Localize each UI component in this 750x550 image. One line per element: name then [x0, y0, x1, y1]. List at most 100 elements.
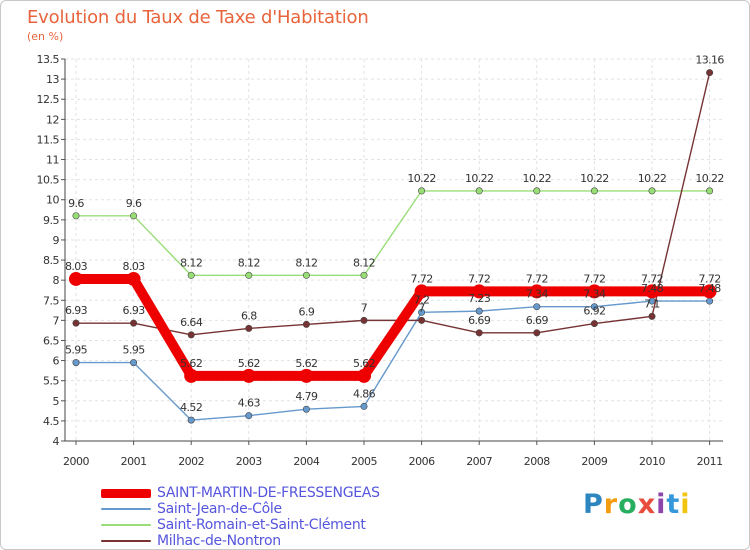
legend-item: SAINT-MARTIN-DE-FRESSENGEAS: [101, 485, 380, 501]
data-point: [241, 368, 256, 383]
data-label: 7.72: [411, 272, 433, 285]
data-point: [475, 307, 483, 315]
x-tick-label: 2001: [121, 455, 147, 468]
data-point: [590, 303, 598, 311]
data-point: [72, 319, 80, 327]
data-point: [529, 284, 544, 299]
legend-swatch: [101, 488, 151, 498]
legend-label: Saint-Jean-de-Côle: [157, 501, 282, 517]
data-label: 5.62: [353, 357, 375, 370]
data-point: [533, 187, 541, 195]
data-label: 5.62: [238, 357, 260, 370]
y-tick-label: 13: [46, 73, 59, 86]
x-tick-label: 2003: [236, 455, 262, 468]
series-line: [75, 300, 711, 421]
data-point: [299, 368, 314, 383]
data-point: [533, 303, 541, 311]
logo-letter: i: [680, 489, 691, 520]
data-label: 4.86: [353, 387, 376, 400]
data-point: [130, 359, 138, 367]
data-label: 6.9: [299, 305, 315, 318]
data-point: [72, 359, 80, 367]
data-point: [590, 320, 598, 328]
data-point: [648, 187, 656, 195]
data-label: 8.12: [353, 256, 375, 269]
data-point: [126, 271, 141, 286]
y-tick-label: 10.5: [37, 174, 60, 187]
data-point: [702, 284, 717, 299]
data-point: [187, 416, 195, 424]
y-tick-label: 6.5: [43, 334, 59, 347]
logo-letter: t: [666, 489, 681, 520]
data-point: [418, 316, 426, 324]
data-label: 10.22: [523, 172, 552, 185]
axes: 4 4.5 5 5.5 6 6.5 7 7.5 8 8.5 9 9.5 10 10.5 11 11.5 12 12…: [37, 53, 724, 468]
data-label: 7.72: [468, 272, 490, 285]
data-label: 7: [361, 301, 368, 314]
data-point: [130, 212, 138, 220]
y-tick-label: 10: [46, 194, 59, 207]
y-tick-label: 9: [53, 234, 60, 247]
data-point: [357, 368, 371, 383]
data-label: 7.72: [699, 272, 721, 285]
y-tick-label: 9.5: [43, 214, 59, 227]
logo-letter: o: [618, 489, 638, 520]
data-point: [645, 284, 659, 299]
chart-title: Evolution du Taux de Taxe d'Habitation: [27, 7, 369, 28]
data-label: 6.69: [526, 314, 549, 327]
data-point: [184, 368, 199, 383]
y-tick-label: 8: [53, 274, 60, 287]
data-label: 8.12: [180, 256, 202, 269]
y-tick-label: 11.5: [37, 133, 60, 146]
x-tick-label: 2007: [466, 455, 492, 468]
data-label: 10.22: [695, 172, 724, 185]
data-point: [360, 271, 368, 279]
data-label: 10.22: [638, 172, 667, 185]
series-line: [75, 190, 711, 277]
data-label: 6.92: [583, 305, 605, 318]
data-point: [302, 320, 310, 328]
data-label: 6.93: [123, 304, 146, 317]
data-label: 4.79: [295, 390, 318, 403]
legend-label: Saint-Romain-et-Saint-Clément: [157, 517, 366, 533]
data-point: [475, 187, 483, 195]
legend-item: Saint-Romain-et-Saint-Clément: [101, 517, 380, 533]
data-label: 10.22: [580, 172, 609, 185]
data-label: 4.52: [180, 401, 202, 414]
data-label: 5.95: [123, 344, 146, 357]
data-point: [130, 319, 138, 327]
series-line: [75, 71, 711, 336]
chart-unit: (en %): [27, 30, 64, 43]
data-point: [706, 69, 714, 77]
logo-letter: x: [637, 489, 657, 520]
data-point: [418, 187, 426, 195]
series-2: [72, 187, 714, 279]
data-point: [648, 312, 656, 320]
data-label: 8.03: [65, 260, 88, 273]
series-1: [72, 297, 714, 424]
data-point: [302, 271, 310, 279]
data-point: [245, 271, 253, 279]
series-0: [69, 271, 717, 383]
data-label: 7.34: [583, 288, 606, 301]
x-tick-label: 2002: [178, 455, 204, 468]
legend-swatch: [101, 508, 151, 510]
data-label: 7.23: [468, 292, 491, 305]
x-tick-label: 2005: [351, 455, 377, 468]
logo-letter: r: [603, 489, 619, 520]
data-label: 13.16: [695, 54, 724, 67]
data-point: [587, 284, 602, 299]
y-tick-label: 5.5: [43, 375, 59, 388]
data-label: 7.34: [526, 288, 549, 301]
gridlines: [65, 58, 723, 442]
legend-label: SAINT-MARTIN-DE-FRESSENGEAS: [157, 485, 380, 501]
data-point: [706, 187, 714, 195]
series-layer: [69, 69, 717, 424]
data-point: [360, 402, 368, 410]
data-point: [245, 324, 253, 332]
legend-label: Milhac-de-Nontron: [157, 533, 281, 549]
data-point: [245, 412, 253, 420]
legend-item: Milhac-de-Nontron: [101, 533, 380, 549]
data-point: [472, 284, 487, 299]
